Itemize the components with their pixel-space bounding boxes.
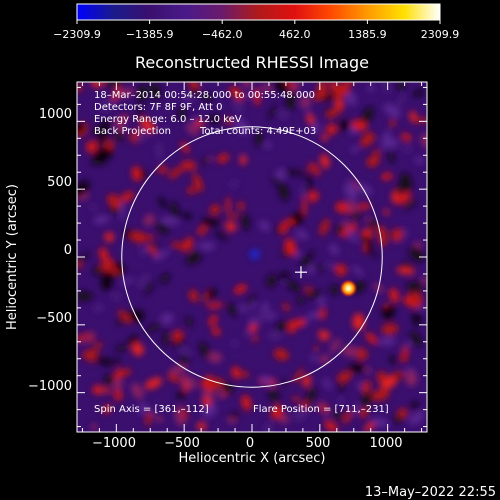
colorbar-tick-label: −462.0: [202, 28, 243, 41]
annotation-method: Back Projection: [94, 126, 171, 137]
colorbar: [76, 3, 441, 21]
colorbar-tick-label: 2309.9: [421, 28, 460, 41]
colorbar-tick-label: 1385.9: [348, 28, 387, 41]
x-tick-label: −500: [164, 436, 200, 451]
y-tick-labels: 1000 500 0 −500 −1000: [28, 107, 72, 394]
y-tick-label: 0: [64, 243, 72, 258]
colorbar-tick-label: −2309.9: [53, 28, 101, 41]
colorbar-tick-labels: −2309.9 −1385.9 −462.0 462.0 1385.9 2309…: [53, 28, 459, 41]
x-tick-label: 0: [246, 436, 254, 451]
annotation-spin-axis: Spin Axis = [361,–112]: [94, 404, 209, 415]
annotation-flare-position: Flare Position = [711,–231]: [253, 404, 389, 415]
y-tick-label: 500: [47, 175, 72, 190]
image-area: [77, 82, 427, 432]
flare-source: [339, 279, 358, 298]
y-tick-label: −1000: [28, 379, 72, 394]
solar-limb: [121, 126, 383, 388]
axis-ticks: [77, 82, 427, 432]
colorbar-ticks: [76, 20, 441, 24]
annotation-energy-range: Energy Range: 6.0 – 12.0 keV: [94, 114, 242, 125]
x-tick-label: −1000: [92, 436, 136, 451]
y-tick-label: 1000: [39, 107, 72, 122]
annotation-detectors: Detectors: 7F 8F 9F, Att 0: [94, 102, 222, 113]
x-tick-labels: −1000 −500 0 500 1000: [92, 436, 403, 451]
colorbar-tick-label: −1385.9: [126, 28, 174, 41]
annotation-total-counts: Total counts: 4.49E+03: [199, 126, 316, 137]
emission-map: [77, 82, 427, 432]
x-axis-label: Heliocentric X (arcsec): [179, 451, 326, 466]
annotation-time-range: 18–Mar–2014 00:54:28.000 to 00:55:48.000: [94, 90, 315, 101]
footer-date: 13–May–2022 22:55: [365, 485, 496, 500]
x-tick-label: 500: [306, 436, 331, 451]
chart-title: Reconstructed RHESSI Image: [135, 53, 369, 72]
annotations: 18–Mar–2014 00:54:28.000 to 00:55:48.000…: [94, 90, 389, 415]
y-tick-label: −500: [36, 311, 72, 326]
y-axis-label: Heliocentric Y (arcsec): [5, 184, 20, 330]
colorbar-tick-label: 462.0: [279, 28, 311, 41]
spin-axis-cross: [294, 266, 307, 279]
x-tick-label: 1000: [369, 436, 402, 451]
